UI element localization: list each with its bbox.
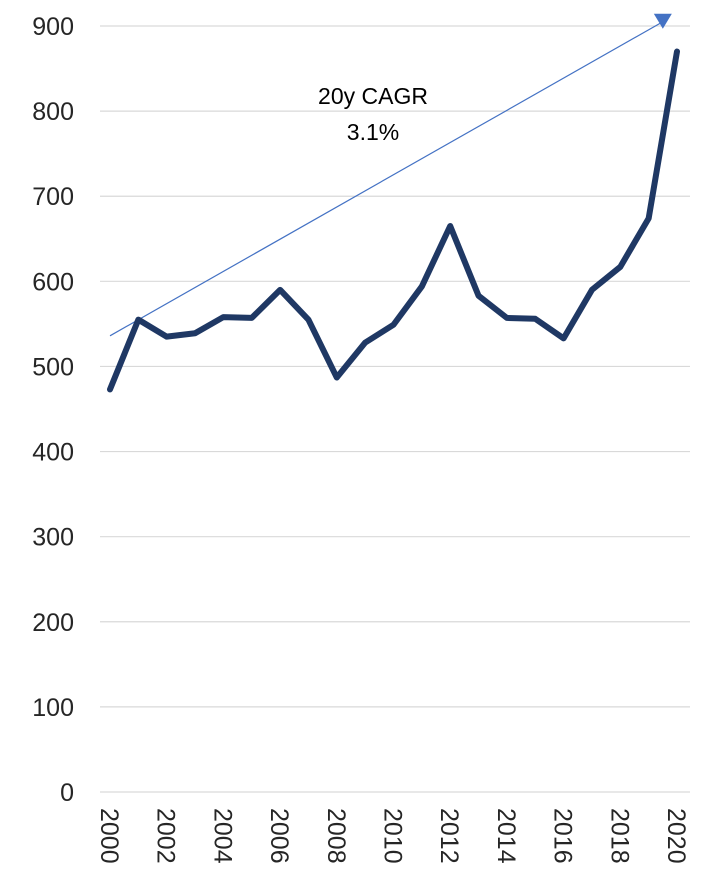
data-point	[561, 335, 567, 341]
x-tick-label: 2006	[265, 808, 293, 864]
x-tick-label: 2018	[605, 808, 633, 864]
data-point	[164, 334, 170, 340]
data-point	[419, 283, 425, 289]
data-point	[362, 340, 368, 346]
y-tick-label: 600	[32, 268, 74, 296]
data-point	[334, 375, 340, 381]
gridlines	[100, 25, 690, 793]
data-point	[617, 264, 623, 270]
x-axis-tick-labels: 2000 2002 2004 2006 2008 2010 2012 2014 2016 2018…	[95, 808, 690, 864]
series-group	[107, 48, 680, 393]
y-axis-tick-labels: 0 100 200 300 400 500 600 700 800 900	[32, 13, 74, 807]
x-tick-label: 2010	[379, 808, 407, 864]
x-tick-label: 2002	[152, 808, 180, 864]
data-point	[192, 330, 198, 336]
data-point	[589, 287, 595, 293]
x-tick-label: 2004	[208, 808, 236, 864]
series-line	[107, 48, 680, 393]
y-tick-label: 300	[32, 524, 74, 552]
data-point	[532, 316, 538, 322]
data-point	[391, 322, 397, 328]
data-point	[504, 315, 510, 321]
x-tick-label: 2014	[492, 808, 520, 864]
y-tick-label: 900	[32, 13, 74, 41]
data-point	[107, 386, 113, 392]
data-point	[447, 223, 453, 229]
y-tick-label: 0	[60, 779, 74, 807]
trendline-arrowhead	[653, 13, 672, 29]
x-tick-label: 2016	[549, 808, 577, 864]
data-point	[646, 215, 652, 221]
x-tick-label: 2012	[435, 808, 463, 864]
cagr-annotation: 20y CAGR 3.1%	[318, 83, 428, 145]
x-tick-label: 2000	[95, 808, 123, 864]
y-tick-label: 500	[32, 353, 74, 381]
data-point	[277, 287, 283, 293]
trendline	[109, 21, 664, 337]
data-point	[476, 293, 482, 299]
y-tick-label: 400	[32, 439, 74, 467]
y-tick-label: 700	[32, 183, 74, 211]
y-tick-label: 100	[32, 694, 74, 722]
data-point	[135, 317, 141, 323]
y-tick-label: 800	[32, 98, 74, 126]
x-tick-label: 2008	[322, 808, 350, 864]
data-point	[305, 317, 311, 323]
x-tick-label: 2020	[662, 808, 690, 864]
y-tick-label: 200	[32, 609, 74, 637]
data-point	[220, 314, 226, 320]
data-point	[249, 315, 255, 321]
annotation-label: 20y CAGR	[318, 83, 428, 109]
annotation-value: 3.1%	[347, 119, 399, 145]
cagr-trendline	[109, 13, 672, 337]
data-point	[674, 49, 680, 55]
